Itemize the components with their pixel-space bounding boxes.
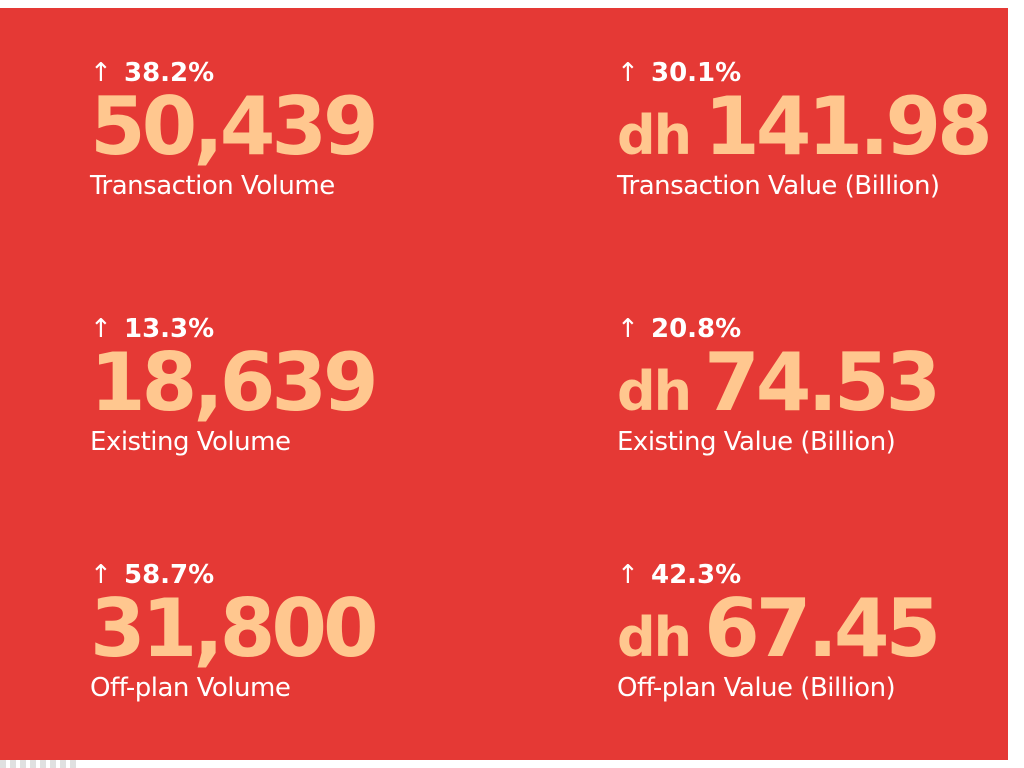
stat-transaction-volume: ↑ 38.2% 50,439 Transaction Volume <box>90 56 490 202</box>
stat-value-row: dh 74.53 <box>617 340 1017 426</box>
change-percent: 42.3% <box>651 560 742 590</box>
stat-value: 50,439 <box>90 80 379 173</box>
change-percent: 38.2% <box>124 58 215 88</box>
page-edge-mark <box>0 760 80 768</box>
change-indicator: ↑ 13.3% <box>90 312 490 346</box>
stat-value: 31,800 <box>90 582 379 675</box>
stat-value-row: 50,439 <box>90 84 490 170</box>
stat-offplan-value: ↑ 42.3% dh 67.45 Off-plan Value (Billion… <box>617 558 1017 704</box>
arrow-up-icon: ↑ <box>617 314 639 344</box>
arrow-up-icon: ↑ <box>617 560 639 590</box>
stat-value-row: 31,800 <box>90 586 490 672</box>
stat-existing-volume: ↑ 13.3% 18,639 Existing Volume <box>90 312 490 458</box>
change-percent: 13.3% <box>124 314 215 344</box>
stat-label: Existing Volume <box>90 427 291 457</box>
change-indicator: ↑ 20.8% <box>617 312 1017 346</box>
change-percent: 30.1% <box>651 58 742 88</box>
change-percent: 20.8% <box>651 314 742 344</box>
currency-prefix: dh <box>617 360 692 423</box>
currency-prefix: dh <box>617 104 692 167</box>
stat-existing-value: ↑ 20.8% dh 74.53 Existing Value (Billion… <box>617 312 1017 458</box>
stat-label: Off-plan Value (Billion) <box>617 673 896 703</box>
stat-label: Off-plan Volume <box>90 673 291 703</box>
arrow-up-icon: ↑ <box>617 58 639 88</box>
stat-offplan-volume: ↑ 58.7% 31,800 Off-plan Volume <box>90 558 490 704</box>
currency-prefix: dh <box>617 606 692 669</box>
stat-label: Transaction Value (Billion) <box>617 171 940 201</box>
stat-value-row: 18,639 <box>90 340 490 426</box>
change-indicator: ↑ 38.2% <box>90 56 490 90</box>
stat-value-row: dh 141.98 <box>617 84 1017 170</box>
stat-transaction-value: ↑ 30.1% dh 141.98 Transaction Value (Bil… <box>617 56 1017 202</box>
stat-value: 74.53 <box>704 336 941 429</box>
change-indicator: ↑ 58.7% <box>90 558 490 592</box>
stat-value: 141.98 <box>704 80 993 173</box>
stat-value: 67.45 <box>704 582 941 675</box>
change-indicator: ↑ 42.3% <box>617 558 1017 592</box>
change-indicator: ↑ 30.1% <box>617 56 1017 90</box>
stat-label: Transaction Volume <box>90 171 335 201</box>
stat-value-row: dh 67.45 <box>617 586 1017 672</box>
change-percent: 58.7% <box>124 560 215 590</box>
stat-value: 18,639 <box>90 336 379 429</box>
stats-panel: ↑ 38.2% 50,439 Transaction Volume ↑ 30.1… <box>0 8 1008 760</box>
stat-label: Existing Value (Billion) <box>617 427 896 457</box>
